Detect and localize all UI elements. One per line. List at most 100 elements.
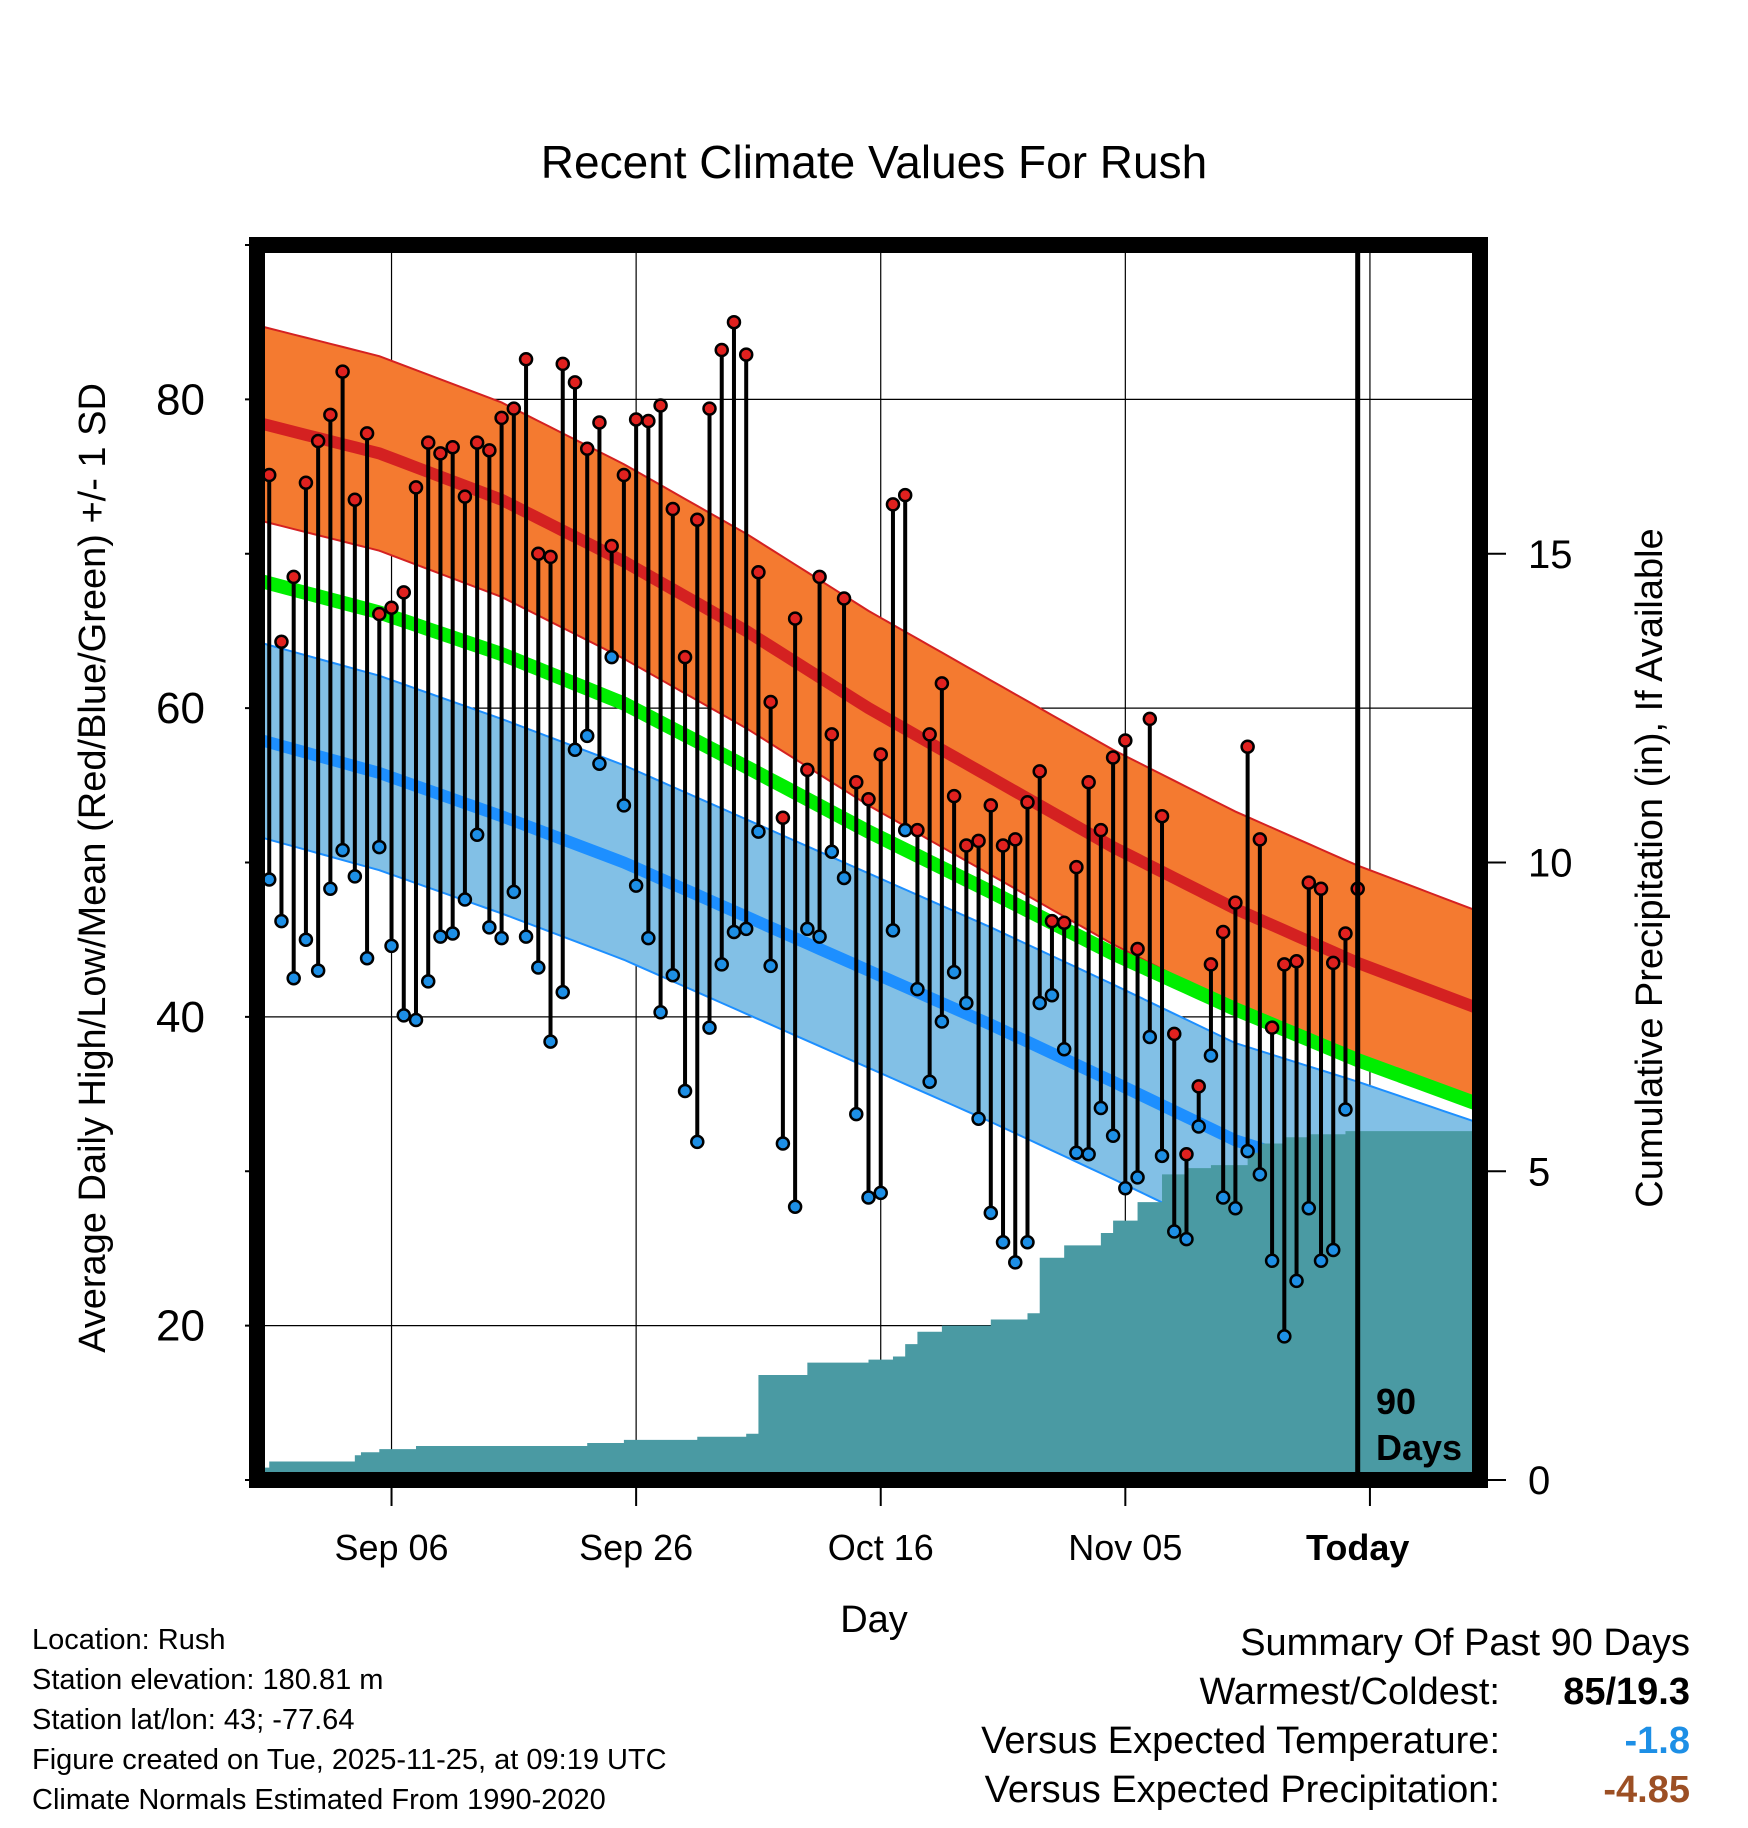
x-tick-label: Sep 06 [334,1527,448,1568]
daily-high-point [1203,957,1219,972]
summary-temp-row: Versus Expected Temperature: -1.8 [870,1717,1690,1766]
daily-low-point [261,872,277,887]
daily-high-point [910,822,925,838]
daily-high-point [433,446,448,461]
daily-low-point [1338,1102,1353,1117]
daily-low-point [1277,1329,1292,1344]
daily-high-point [1167,1026,1182,1042]
summary-panel: Summary Of Past 90 Days Warmest/Coldest:… [870,1618,1690,1815]
daily-low-point [408,1012,424,1028]
daily-low-point [286,971,301,986]
summary-precip-row: Versus Expected Precipitation: -4.85 [870,1766,1690,1815]
daily-high-point [946,788,962,804]
daily-low-point [726,924,742,940]
daily-high-point [1020,795,1035,810]
high-normal-line [257,416,1480,1015]
daily-high-point [922,727,937,742]
info-latlon: Station lat/lon: 43; -77.64 [32,1704,355,1736]
daily-low-point [298,932,314,947]
daily-low-point [359,950,375,966]
daily-high-point [763,694,778,710]
daily-high-point [482,443,497,458]
daily-low-point [910,981,925,997]
daily-low-point [347,869,363,884]
daily-high-point [445,439,460,455]
daily-high-point [861,791,876,807]
daily-high-point [359,426,375,441]
daily-low-point [1264,1253,1280,1269]
daily-high-point [323,407,338,423]
summary-temp-value: -1.8 [1624,1720,1690,1762]
chart-title: Recent Climate Values For Rush [541,136,1207,188]
daily-high-point [738,347,754,362]
daily-high-point [274,634,289,649]
daily-high-point [983,798,999,813]
daily-high-point [628,412,644,427]
daily-low-point [1154,1148,1170,1164]
daily-high-point [616,467,632,483]
daily-low-point [274,913,289,929]
x-tick-label: Today [1306,1527,1409,1568]
daily-high-point [555,356,570,372]
daily-high-point [261,467,277,483]
daily-low-point [714,957,729,972]
daily-low-point [677,1083,693,1099]
info-created: Figure created on Tue, 2025-11-25, at 09… [32,1744,667,1776]
daily-high-point [1118,733,1133,748]
daily-low-point [1056,1042,1072,1057]
daily-low-point [824,844,840,859]
daily-low-point [1289,1273,1304,1289]
daily-low-point [506,884,522,900]
summary-title: Summary Of Past 90 Days [1240,1622,1690,1664]
daily-low-point [1032,995,1047,1011]
daily-low-point [885,923,901,938]
daily-low-point [959,995,974,1011]
daily-high-point [1130,941,1145,957]
y2-axis-label: Cumulative Precipitation (in), If Availa… [1629,528,1671,1207]
y2-tick-label: 0 [1528,1459,1550,1503]
daily-low-point [922,1074,937,1089]
daily-high-point [457,489,473,504]
daily-high-point [677,649,693,665]
daily-high-point [1105,750,1121,765]
daily-high-point [335,364,350,379]
daily-low-point [310,963,326,978]
daily-high-point [653,398,668,413]
daily-low-point [1044,988,1060,1003]
daily-high-point [1179,1147,1194,1162]
daily-low-point [836,870,852,886]
y2-tick-label: 15 [1528,533,1573,577]
daily-low-point [396,1008,412,1023]
daily-high-point [702,401,717,416]
daily-low-point [946,964,962,980]
daily-low-point [335,842,350,858]
today-label-number: 90 [1376,1381,1416,1422]
daily-high-point [298,475,314,490]
plot-frame [249,237,1488,1488]
daily-low-point [543,1034,558,1049]
summary-warm-label: Warmest/Coldest: [1199,1671,1500,1713]
daily-low-point [1020,1235,1035,1250]
daily-low-point [445,926,460,941]
daily-high-point [1008,832,1023,847]
daily-high-point [543,549,558,565]
info-location: Location: Rush [32,1624,226,1656]
daily-low-point [897,822,913,838]
daily-low-point [592,756,607,771]
daily-high-point [518,351,534,367]
daily-low-point [653,1004,668,1020]
daily-low-point [1215,1190,1231,1205]
daily-high-point [408,480,424,495]
daily-high-point [372,606,387,622]
daily-high-point [384,600,399,616]
daily-high-point [800,762,815,778]
summary-warm-row: Warmest/Coldest: 85/19.3 [870,1668,1690,1717]
daily-low-point [1130,1170,1145,1185]
y-tick-label: 40 [156,993,205,1042]
daily-high-point [1252,832,1268,847]
daily-high-point [592,415,607,430]
daily-low-point [763,958,778,974]
daily-high-point [849,774,864,790]
daily-low-point [861,1190,876,1205]
daily-low-point [800,921,815,937]
